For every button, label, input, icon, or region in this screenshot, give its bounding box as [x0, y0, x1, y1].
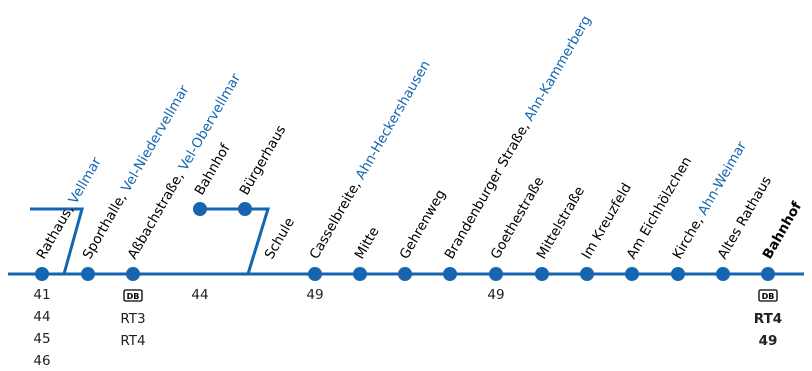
stop-name: Gehrenweg [397, 187, 450, 262]
connection-line-label: RT4 [754, 311, 782, 327]
stop-name: Mitte [352, 224, 383, 262]
connection-line-label: 49 [487, 287, 504, 303]
connection-line-label: 45 [33, 331, 50, 347]
stop-dot [308, 267, 322, 281]
stop-dot [716, 267, 730, 281]
db-logo: DB [758, 289, 778, 302]
stop-dot [489, 267, 503, 281]
connection-line-label: 44 [33, 309, 50, 325]
stop-name: Bahnhof [760, 199, 806, 262]
db-logo: DB [123, 289, 143, 302]
stop-dot [580, 267, 594, 281]
svg-text:DB: DB [127, 292, 140, 301]
connection-line-label: 49 [759, 333, 778, 349]
stop-dot-buergerhaus [238, 202, 252, 216]
connection-line-label: RT3 [120, 311, 145, 327]
stop-label: Schule [262, 215, 298, 262]
stop-name: Schule [262, 215, 298, 262]
stops-layer [35, 267, 775, 281]
connection-line-label: 49 [306, 287, 323, 303]
connections-layer: 41 44 45 46 DB RT3 RT4 44 49 49 DB RT4 49 [33, 287, 782, 369]
stop-dot [535, 267, 549, 281]
stop-dot [671, 267, 685, 281]
stop-name: Brandenburger Straße, [442, 116, 536, 262]
stop-town: Ahn-Kammerberg [521, 13, 594, 124]
svg-text:DB: DB [762, 292, 775, 301]
stop-dot [353, 267, 367, 281]
stop-town: Ahn-Heckershausen [353, 58, 434, 183]
connection-line-label: 44 [191, 287, 208, 303]
stop-dot [81, 267, 95, 281]
stop-name: Sporthalle, [80, 187, 133, 262]
stop-label: Gehrenweg [397, 187, 450, 262]
stop-dot [398, 267, 412, 281]
connection-line-label: 46 [33, 353, 50, 369]
stop-dot [761, 267, 775, 281]
stop-dot [625, 267, 639, 281]
route-branch-left [30, 207, 84, 275]
stop-label: Bahnhof [760, 199, 806, 262]
stop-label: Mitte [352, 224, 383, 262]
stop-name: Kirche, [670, 210, 709, 262]
connection-line-label: 41 [33, 287, 50, 303]
stop-label: Bürgerhaus [237, 123, 290, 198]
stop-dot [443, 267, 457, 281]
connection-line-label: RT4 [120, 333, 145, 349]
stop-town: Vellmar [65, 154, 105, 207]
stop-dot [126, 267, 140, 281]
stop-dot-bahnhof [193, 202, 207, 216]
stop-name: Bürgerhaus [237, 123, 290, 198]
route-branch-bahnhof [200, 207, 271, 275]
stop-dot [35, 267, 49, 281]
